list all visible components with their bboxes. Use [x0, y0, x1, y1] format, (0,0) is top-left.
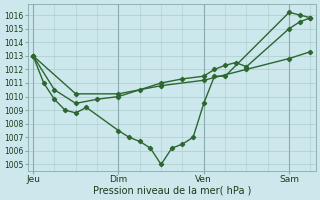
- X-axis label: Pression niveau de la mer( hPa ): Pression niveau de la mer( hPa ): [92, 186, 251, 196]
